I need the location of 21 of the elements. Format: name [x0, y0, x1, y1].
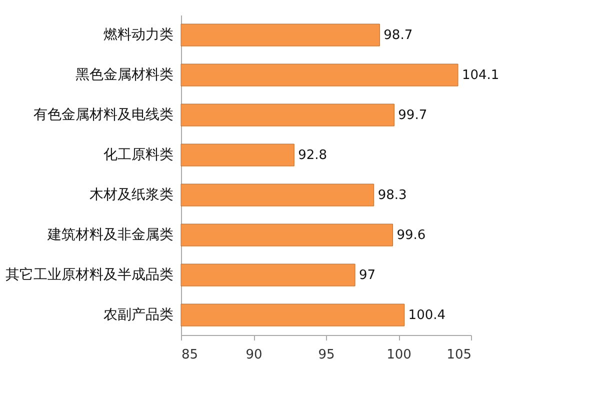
x-tick-label: 105: [446, 348, 472, 362]
data-label: 99.6: [396, 228, 426, 243]
x-tick-label: 90: [246, 348, 262, 362]
y-tick-label: 其它工业原材料及半成品类: [6, 267, 174, 283]
data-label: 98.3: [378, 188, 407, 203]
y-tick-label: 黑色金属材料类: [76, 67, 174, 83]
x-tick-label: 85: [182, 348, 198, 362]
y-tick-label: 化工原料类: [104, 147, 174, 163]
y-tick-label: 农副产品类: [104, 307, 174, 323]
data-label: 99.7: [398, 108, 428, 123]
y-tick-label: 建筑材料及非金属类: [46, 227, 174, 243]
data-label: 100.4: [408, 308, 446, 323]
data-label: 98.7: [384, 28, 413, 43]
data-label: 104.1: [462, 68, 500, 83]
x-tick-label: 95: [318, 348, 335, 362]
y-tick-label: 有色金属材料及电线类: [34, 107, 174, 123]
data-label: 97: [359, 268, 376, 283]
y-tick-label: 燃料动力类: [104, 27, 174, 43]
y-tick-label: 木材及纸浆类: [90, 187, 174, 203]
data-label: 92.8: [298, 148, 328, 163]
x-tick-label: 100: [386, 348, 412, 362]
